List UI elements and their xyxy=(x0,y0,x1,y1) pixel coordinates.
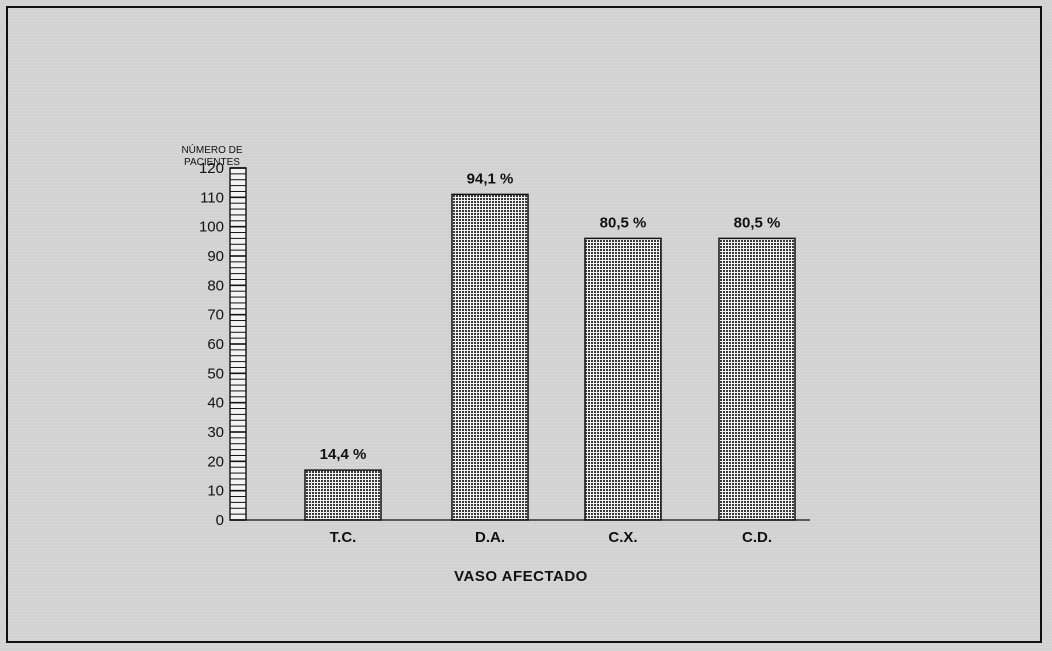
bar-data-label: 94,1 % xyxy=(467,170,514,187)
y-tick-label: 110 xyxy=(200,189,224,206)
bar-data-label: 14,4 % xyxy=(320,446,367,463)
y-tick-label: 20 xyxy=(207,453,224,470)
y-tick-label: 100 xyxy=(199,219,224,236)
bar-data-label: 80,5 % xyxy=(734,214,781,231)
y-tick-label: 0 xyxy=(216,512,224,529)
y-tick-label: 10 xyxy=(207,483,224,500)
y-tick-label: 40 xyxy=(207,395,224,412)
x-category-label: T.C. xyxy=(330,529,357,546)
y-tick-label: 70 xyxy=(207,307,224,324)
bar-cx xyxy=(584,237,662,521)
y-axis-title-line: NÚMERO DE xyxy=(181,143,242,156)
bar-cd xyxy=(718,237,796,521)
chart-frame xyxy=(6,6,1042,643)
y-tick-label: 80 xyxy=(207,277,224,294)
x-category-label: C.D. xyxy=(742,529,772,546)
y-tick-label: 50 xyxy=(207,365,224,382)
bar-da xyxy=(451,193,529,521)
bar-tc xyxy=(304,469,382,521)
y-axis-title-line: PACIENTES xyxy=(184,157,240,168)
bar-data-label: 80,5 % xyxy=(600,214,647,231)
x-category-label: C.X. xyxy=(608,529,637,546)
bars: 14,4 % T.C. 94,1 % D.A. 80,5 % C.X. 80,5 % C.D. xyxy=(304,170,796,546)
x-axis-title: VASO AFECTADO xyxy=(454,568,588,585)
y-tick-label: 60 xyxy=(207,336,224,353)
x-category-label: D.A. xyxy=(475,529,505,546)
y-axis: 0 10 20 30 40 50 60 70 80 90 100 110 120 xyxy=(199,160,810,529)
y-tick-label: 30 xyxy=(207,424,224,441)
y-tick-label: 120 xyxy=(199,160,224,177)
y-tick-label: 90 xyxy=(207,248,224,265)
